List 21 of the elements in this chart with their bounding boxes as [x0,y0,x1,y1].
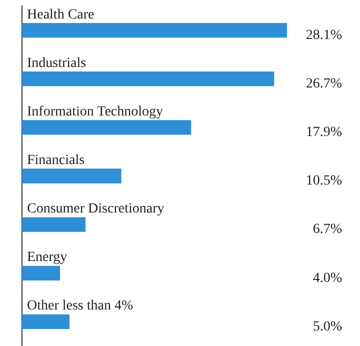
y-tick-label: Health Care [27,7,94,22]
y-tick-label: Other less than 4% [27,298,134,314]
data-label: 4.0% [312,270,342,286]
y-tick-label: Financials [27,153,85,168]
data-label: 5.0% [312,319,342,334]
bar [22,120,192,135]
data-label: 10.5% [306,174,342,189]
data-label: 6.7% [312,222,342,238]
bar [22,266,60,280]
bar [22,168,122,184]
bar [22,72,274,86]
data-label: 26.7% [306,76,342,92]
bar [22,217,86,232]
y-tick-label: Consumer Discretionary [27,202,164,217]
bar [22,314,70,330]
y-tick-label: Information Technology [27,104,164,120]
data-label: 28.1% [306,28,342,43]
y-tick-label: Industrials [27,56,86,71]
bar [22,22,287,38]
y-tick-label: Energy [27,250,68,266]
data-label: 17.9% [306,125,342,140]
